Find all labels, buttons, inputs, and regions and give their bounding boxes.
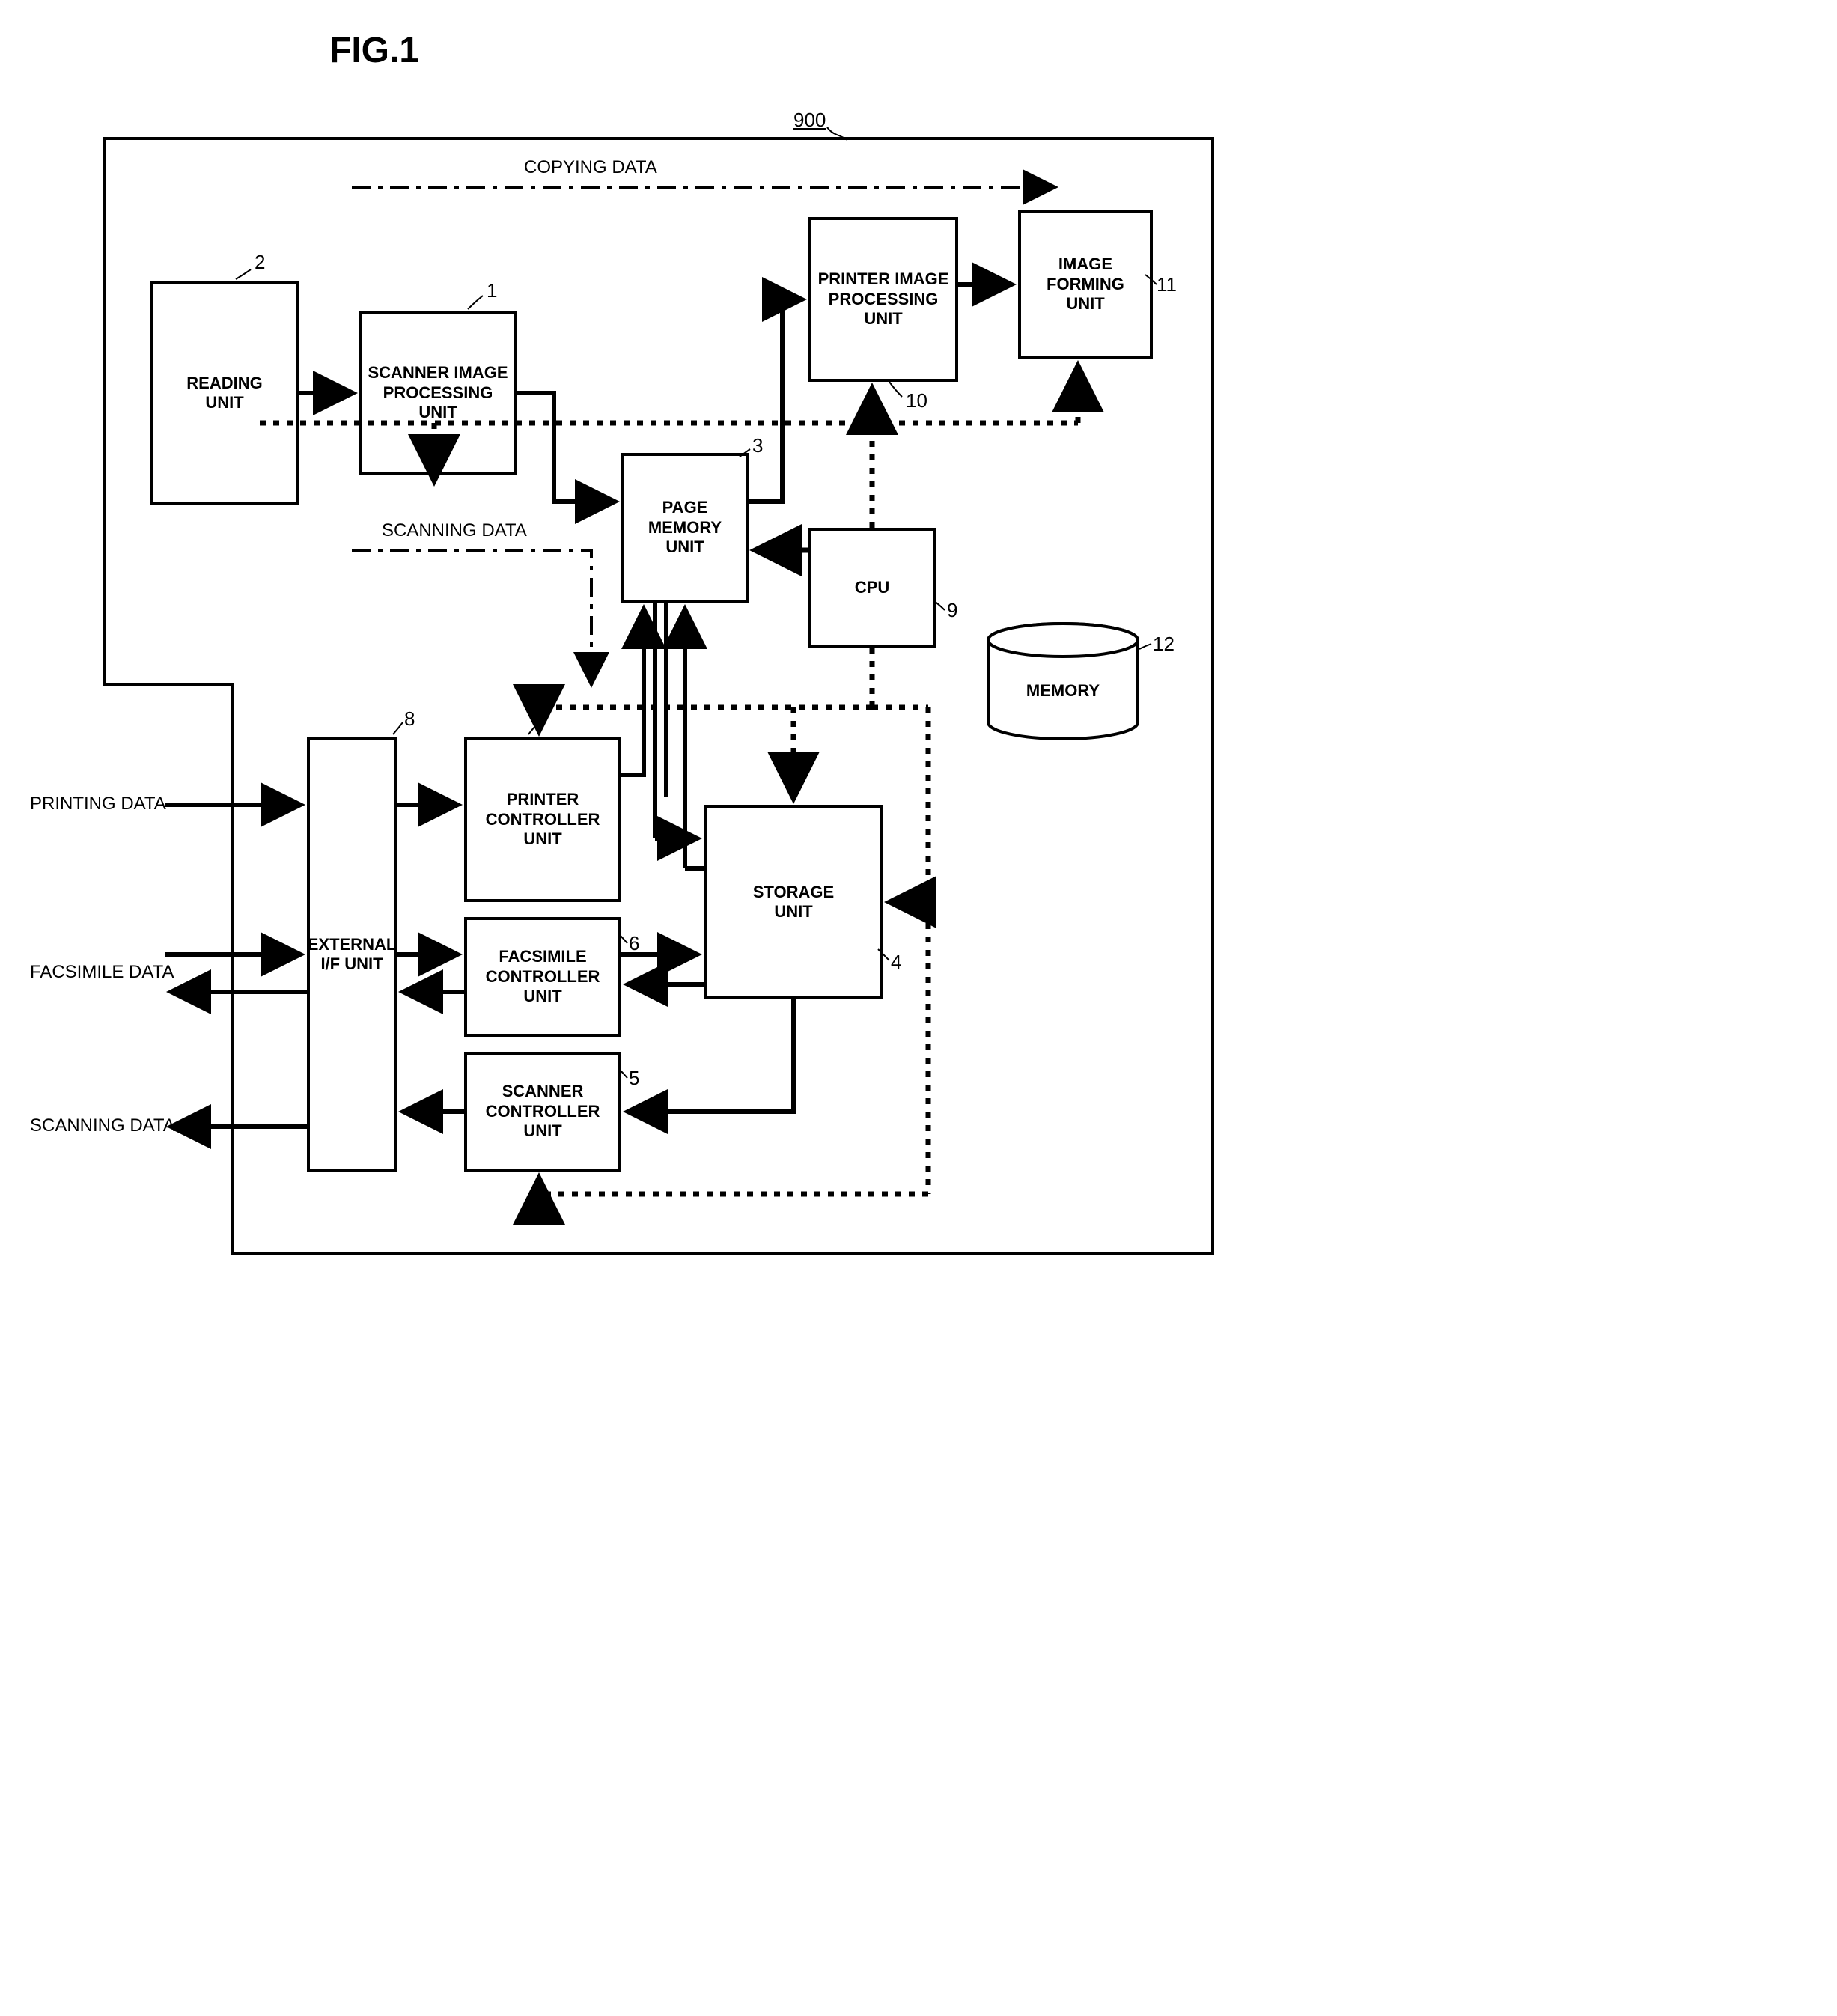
printer-controller-block: PRINTERCONTROLLERUNIT (464, 737, 621, 902)
image-forming-block: IMAGEFORMINGUNIT (1018, 210, 1153, 359)
facsimile-data-label: FACSIMILE DATA (30, 962, 174, 983)
ref-11: 11 (1157, 273, 1177, 296)
svg-text:MEMORY: MEMORY (1026, 681, 1100, 700)
external-if-block: EXTERNALI/F UNIT (307, 737, 397, 1172)
figure-title: FIG.1 (329, 30, 1807, 71)
ref-7: 7 (539, 707, 549, 731)
printing-data-label: PRINTING DATA (30, 794, 166, 814)
cpu-label: CPU (855, 578, 889, 597)
ref-1: 1 (487, 279, 497, 302)
ref-9: 9 (947, 599, 957, 622)
copying-data-label: COPYING DATA (524, 157, 657, 178)
printer-image-processing-block: PRINTER IMAGEPROCESSINGUNIT (808, 217, 958, 382)
external-if-label: EXTERNALI/F UNIT (308, 935, 397, 975)
storage-block: STORAGEUNIT (704, 805, 883, 999)
scanning-out-label: SCANNING DATA (30, 1115, 175, 1136)
ref-5: 5 (629, 1067, 639, 1090)
scanner-image-processing-block: SCANNER IMAGEPROCESSINGUNIT (359, 311, 517, 475)
system-ref-number: 900 (793, 109, 826, 132)
facsimile-controller-block: FACSIMILECONTROLLERUNIT (464, 917, 621, 1037)
diagram-container: 900 READINGUNIT 2 SCANNER IMAGEPROCESSIN… (30, 86, 1377, 1508)
ref-3: 3 (752, 434, 763, 457)
scanner-controller-label: SCANNERCONTROLLERUNIT (486, 1082, 600, 1141)
ref-4: 4 (891, 951, 901, 974)
ref-10: 10 (906, 389, 927, 412)
printer-image-processing-label: PRINTER IMAGEPROCESSINGUNIT (818, 269, 949, 329)
scanner-controller-block: SCANNERCONTROLLERUNIT (464, 1052, 621, 1172)
storage-label: STORAGEUNIT (753, 883, 834, 922)
ref-8: 8 (404, 707, 415, 731)
image-forming-label: IMAGEFORMINGUNIT (1047, 255, 1124, 314)
scanner-image-processing-label: SCANNER IMAGEPROCESSINGUNIT (368, 363, 508, 422)
reading-unit-label: READINGUNIT (186, 374, 262, 413)
page-memory-block: PAGEMEMORYUNIT (621, 453, 749, 603)
facsimile-controller-label: FACSIMILECONTROLLERUNIT (486, 947, 600, 1006)
scanning-data-label: SCANNING DATA (382, 520, 527, 541)
reading-unit-block: READINGUNIT (150, 281, 299, 505)
ref-2: 2 (255, 251, 265, 274)
ref-12: 12 (1153, 633, 1175, 656)
cpu-block: CPU (808, 528, 936, 648)
page-memory-label: PAGEMEMORYUNIT (648, 498, 722, 557)
ref-6: 6 (629, 932, 639, 955)
printer-controller-label: PRINTERCONTROLLERUNIT (486, 790, 600, 849)
